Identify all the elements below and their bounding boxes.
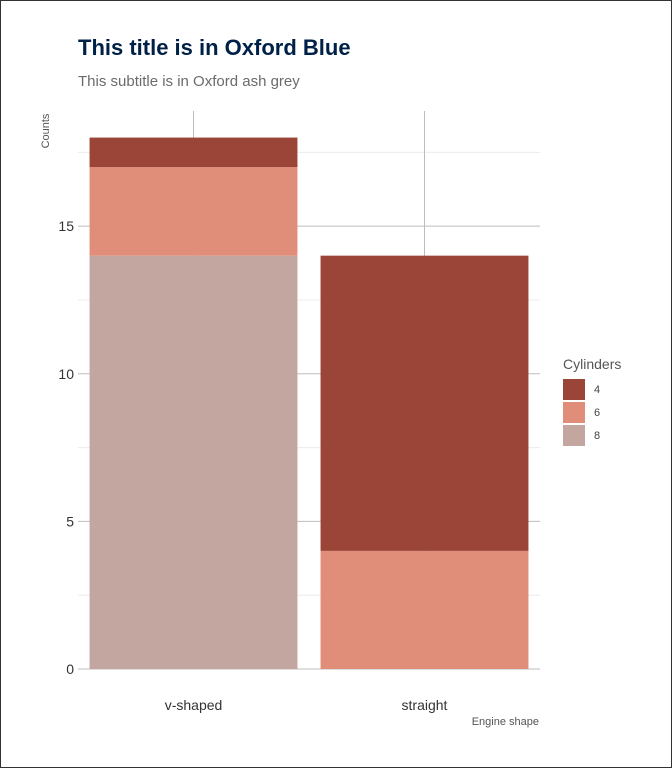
bar-segment-v-shaped-cyl8 <box>89 255 298 669</box>
legend-label-8: 8 <box>594 429 601 442</box>
legend-item-4: 4 <box>563 378 621 401</box>
bar-segment-straight-cyl6 <box>320 550 529 669</box>
chart-subtitle: This subtitle is in Oxford ash grey <box>78 73 300 90</box>
bar-segment-v-shaped-cyl6 <box>89 167 298 256</box>
y-axis-title: Counts <box>40 113 52 148</box>
x-tick-label: straight <box>402 697 448 713</box>
bar-segment-straight-cyl4 <box>320 255 529 551</box>
legend-key-6 <box>563 402 585 423</box>
legend-title: Cylinders <box>563 356 622 372</box>
x-axis-title: Engine shape <box>472 716 539 728</box>
bar-segment-v-shaped-cyl4 <box>89 137 298 168</box>
x-tick-label: v-shaped <box>165 697 223 713</box>
y-tick-label: 5 <box>66 513 74 529</box>
chart-title: This title is in Oxford Blue <box>78 35 351 60</box>
bar-layer <box>89 137 529 669</box>
legend-label-6: 6 <box>594 406 601 419</box>
y-tick-label: 10 <box>58 366 74 382</box>
y-tick-label: 0 <box>66 661 74 677</box>
legend-key-8 <box>563 425 585 446</box>
legend-item-6: 6 <box>563 401 621 424</box>
axis-layer: Engine shape Counts <box>40 113 539 728</box>
legend-label-4: 4 <box>594 383 601 396</box>
y-tick-label: 15 <box>58 218 74 234</box>
legend-item-8: 8 <box>563 424 621 447</box>
legend-key-4 <box>563 379 585 400</box>
legend: Cylinders 4 6 8 <box>563 356 621 447</box>
